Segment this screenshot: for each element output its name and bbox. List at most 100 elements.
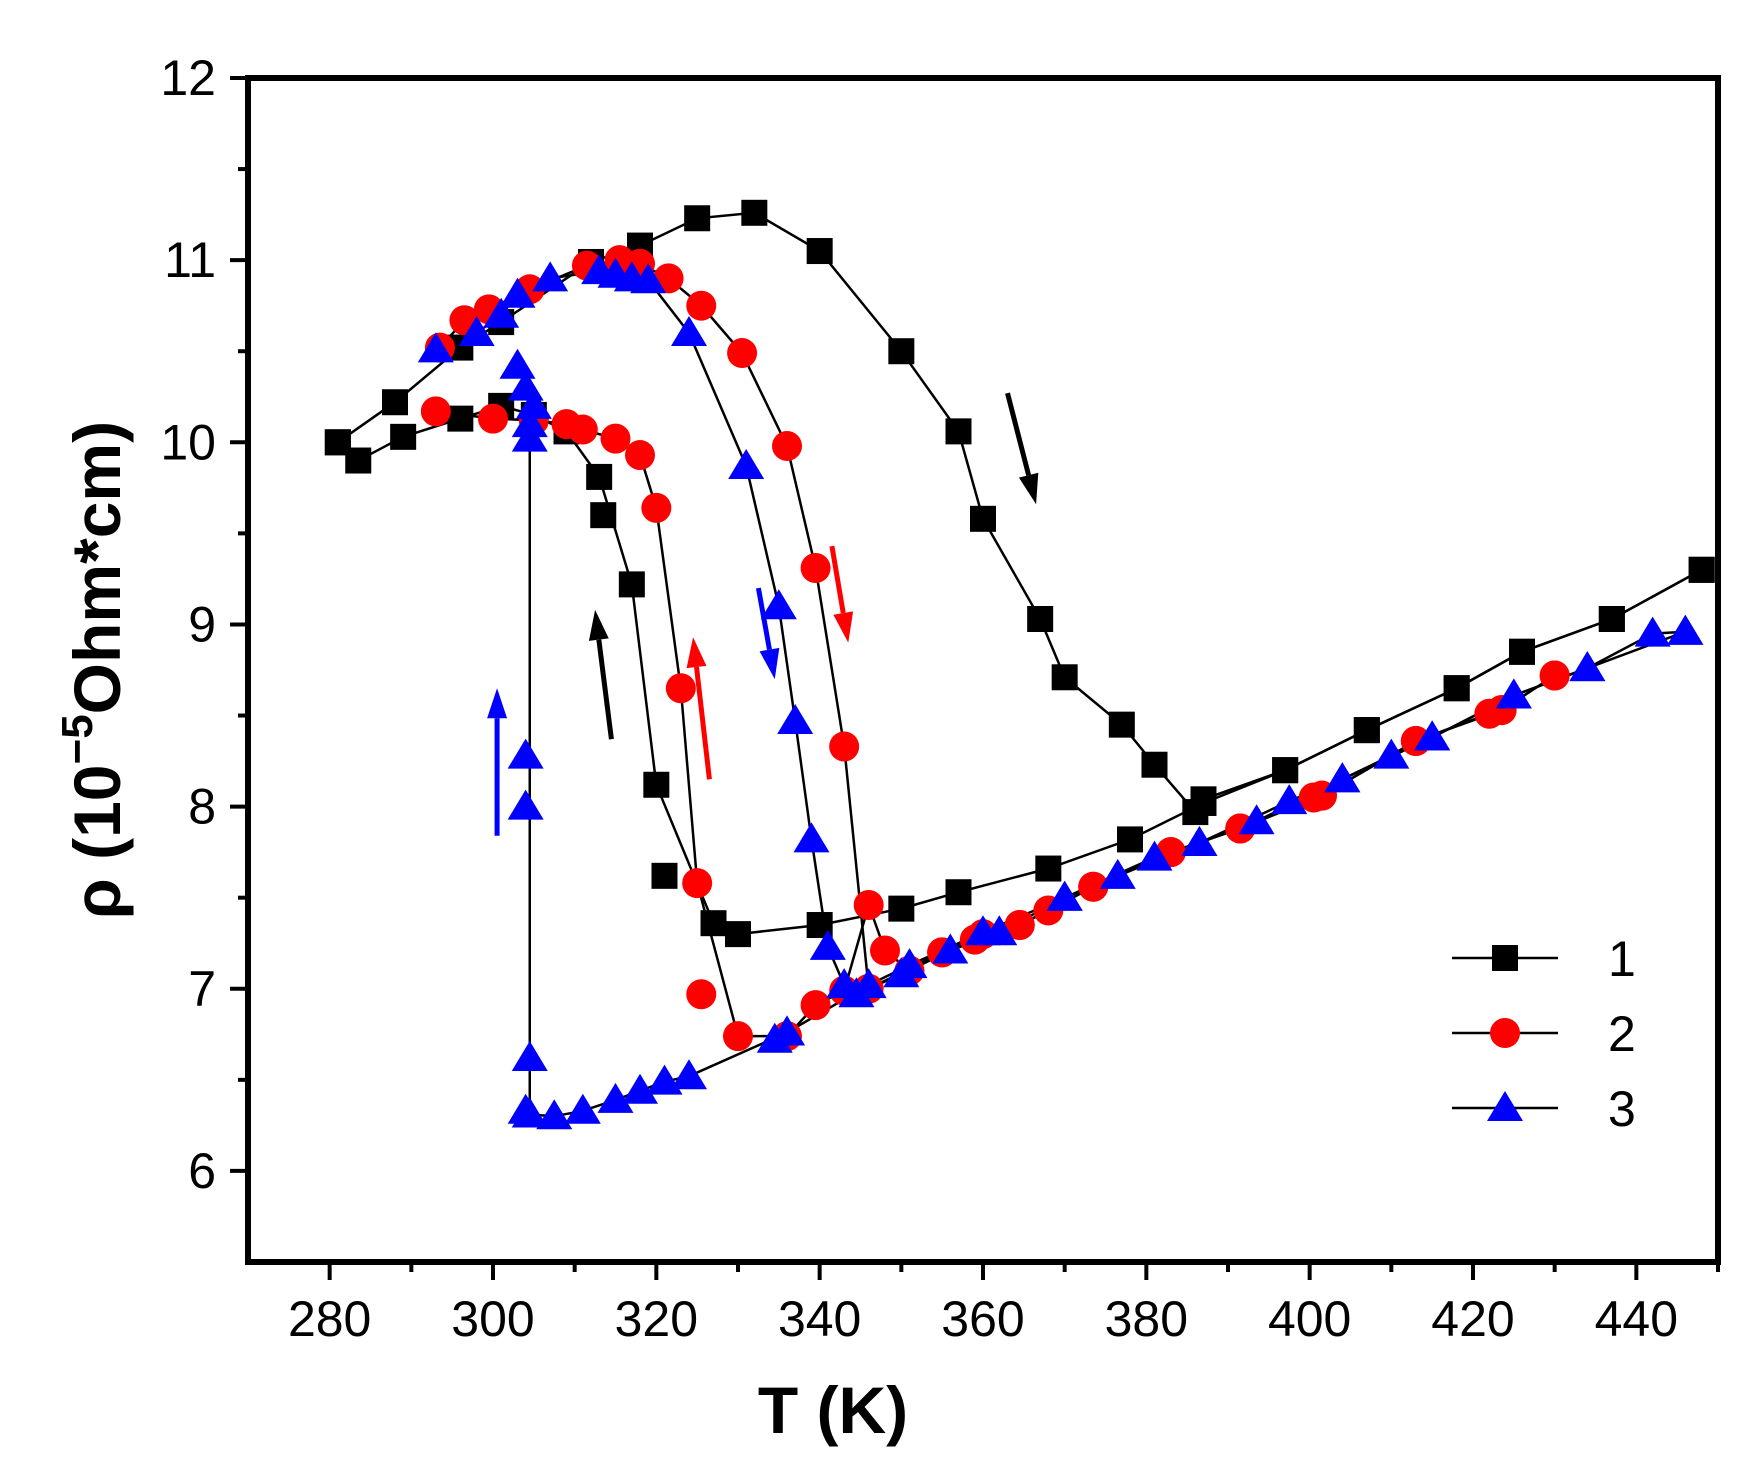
legend-marker-triangle (1487, 1091, 1523, 1121)
series-2-point (420, 396, 451, 427)
x-tick-label: 400 (1268, 1291, 1351, 1347)
series-1-point (447, 405, 474, 432)
series-1-point (1108, 711, 1135, 738)
series-2-point (686, 290, 717, 321)
series-3-point (581, 254, 618, 285)
y-axis-title: ρ (10−5Ohm*cm) (53, 421, 134, 919)
series-3-point (1238, 804, 1275, 835)
series-3-point (536, 1099, 573, 1130)
series-1-point (1272, 757, 1299, 784)
legend-marker-square (1492, 945, 1518, 971)
series-3-direction-arrow-head (759, 647, 780, 680)
series-2-point (1078, 871, 1109, 902)
series-1-point (1598, 605, 1625, 632)
series-2-direction-arrow (829, 545, 854, 643)
series-3-point (1495, 678, 1532, 709)
series-2-point (1004, 910, 1035, 941)
series-3-point (417, 332, 454, 363)
series-1-point (1182, 799, 1209, 826)
x-tick-label: 440 (1595, 1291, 1678, 1347)
y-tick-label: 8 (188, 779, 216, 835)
series-3-direction-arrow-head (487, 688, 508, 719)
series-1-point (390, 423, 417, 450)
series-3-point (1271, 784, 1308, 815)
series-2-point (853, 889, 884, 920)
series-1-point (970, 505, 996, 532)
series-1-point (382, 389, 408, 416)
x-tick-label: 360 (941, 1291, 1024, 1347)
series-1-point (725, 921, 751, 948)
y-tick-label: 6 (188, 1143, 216, 1199)
series-1-point (643, 771, 670, 798)
series-1-point (888, 895, 915, 922)
series-3-point (793, 822, 830, 853)
series-2-direction-arrow (686, 637, 712, 780)
series-2-point (567, 414, 598, 445)
series-3-point (1569, 651, 1606, 682)
series-3-point (777, 704, 814, 735)
legend-label-2: 2 (1608, 1006, 1636, 1062)
series-1-point (888, 338, 915, 365)
series-1-point (1027, 605, 1054, 632)
series-3-point (809, 929, 846, 960)
series-1-point (945, 879, 972, 906)
y-tick-label: 10 (160, 414, 216, 470)
series-3-point (1181, 826, 1218, 857)
series-3-point (671, 1059, 707, 1090)
y-axis-title-exponent: −5 (53, 714, 102, 764)
x-axis-title: T (K) (758, 1373, 908, 1447)
y-axis-title-main: ρ (10 (60, 765, 134, 920)
series-3-point (507, 738, 544, 769)
series-1-point (684, 205, 711, 232)
series-3-point (564, 1093, 601, 1124)
legend-label-3: 3 (1608, 1081, 1636, 1137)
y-tick-label: 12 (160, 50, 216, 106)
series-1-direction-arrow (1005, 392, 1039, 505)
series-1-point (945, 418, 972, 445)
series-1-point (700, 910, 727, 937)
series-3-point (760, 589, 797, 620)
series-3-point (671, 316, 707, 347)
x-tick-label: 420 (1431, 1291, 1514, 1347)
series-3-point (511, 1097, 548, 1128)
series-3-point (458, 316, 495, 347)
series-1-heating-line (336, 404, 1703, 936)
axis-ticks (230, 76, 1720, 1280)
legend-label-1: 1 (1608, 931, 1636, 987)
series-1-point (1051, 664, 1078, 691)
series-2-point (772, 430, 802, 461)
series-3-point (507, 370, 544, 401)
series-1-point (741, 199, 768, 226)
series-2-point (727, 338, 758, 369)
series-3-point (981, 915, 1018, 946)
series-3-point (1046, 880, 1083, 911)
series-2-direction-arrow-head (833, 611, 854, 643)
series-2-point (478, 403, 508, 434)
series-1-point (651, 862, 678, 889)
series-2-point (665, 673, 696, 704)
series-3-point (499, 348, 536, 379)
series-3-point (511, 407, 548, 438)
series-1-point (1117, 826, 1143, 853)
series-2-cooling-line (438, 258, 1556, 991)
legend-entry-3: 3 (1452, 1081, 1636, 1137)
plot-frame (245, 75, 1721, 1265)
series-3-point (1136, 840, 1173, 871)
series-2-point (625, 440, 655, 471)
series-2-direction-arrow-shaft (694, 666, 712, 780)
series-3-point (1667, 614, 1704, 645)
series-1-point (1443, 675, 1470, 702)
series-3-point (597, 1082, 634, 1113)
y-tick-label: 9 (188, 596, 216, 652)
series-2-point (686, 979, 717, 1010)
legend-entry-1: 1 (1452, 931, 1636, 987)
series-3-direction-arrow (487, 688, 508, 836)
series-1-point (324, 429, 351, 456)
series-3-point (499, 277, 536, 308)
series-3-point (1414, 720, 1451, 751)
series-2-point (1539, 660, 1570, 691)
series-1-point (1353, 717, 1380, 744)
series-3-point (728, 448, 765, 479)
series-1-direction-arrow (588, 609, 614, 740)
series-3-point (511, 1040, 548, 1071)
